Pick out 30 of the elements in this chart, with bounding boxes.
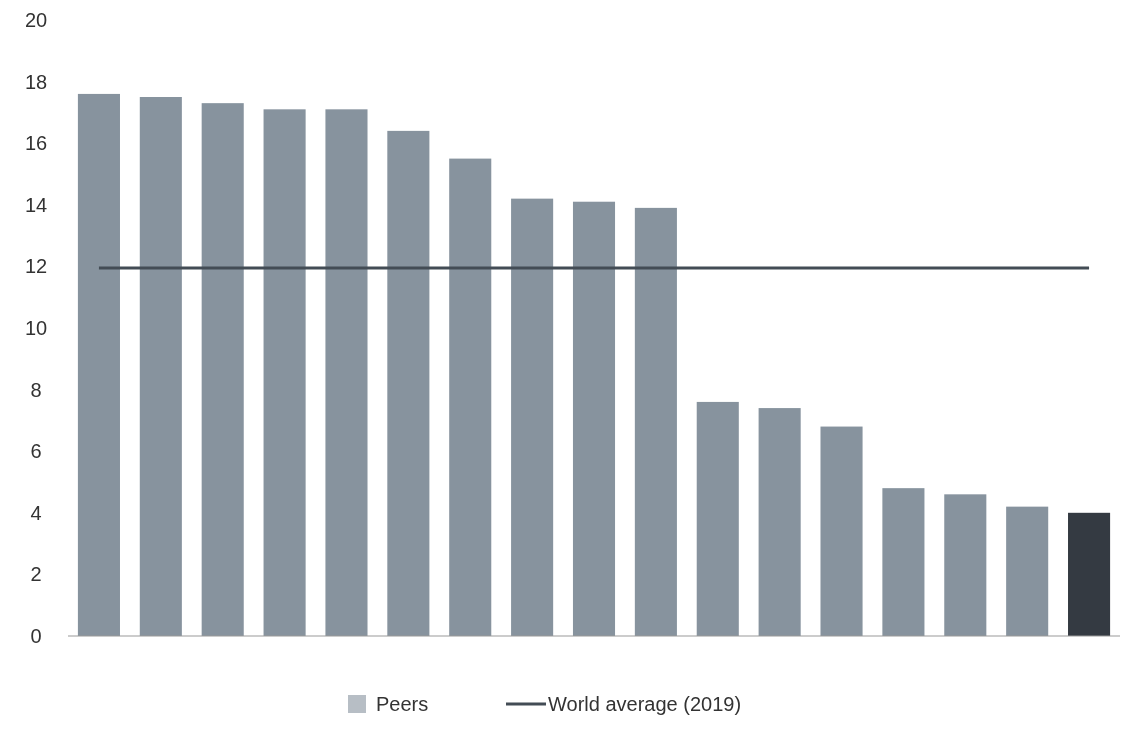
legend-label: Peers — [376, 693, 429, 715]
bar — [77, 93, 120, 636]
y-tick-label: 20 — [24, 9, 48, 31]
legend-label: World average (2019) — [548, 693, 742, 715]
y-tick-label: 16 — [24, 132, 48, 155]
bar — [511, 198, 554, 636]
y-tick-label: 2 — [30, 563, 42, 586]
y-tick-label: 10 — [24, 317, 48, 339]
bar — [1006, 506, 1049, 636]
bar — [820, 426, 863, 636]
bar — [139, 97, 182, 636]
bar — [325, 109, 368, 636]
bar — [263, 109, 306, 636]
y-tick-label: 0 — [30, 625, 42, 647]
bar — [201, 103, 244, 636]
bar — [944, 494, 987, 636]
bar — [696, 401, 739, 636]
bar — [758, 408, 801, 636]
bar — [387, 130, 430, 636]
y-tick-label: 4 — [30, 501, 42, 524]
bar — [882, 488, 925, 636]
bar — [572, 201, 616, 636]
bar — [634, 207, 677, 636]
y-tick-label: 6 — [30, 440, 42, 463]
bar — [1068, 512, 1111, 636]
y-tick-label: 8 — [30, 378, 42, 401]
bar — [449, 158, 492, 636]
y-tick-label: 14 — [24, 193, 48, 216]
y-tick-label: 12 — [24, 255, 48, 278]
y-tick-label: 18 — [24, 70, 48, 93]
